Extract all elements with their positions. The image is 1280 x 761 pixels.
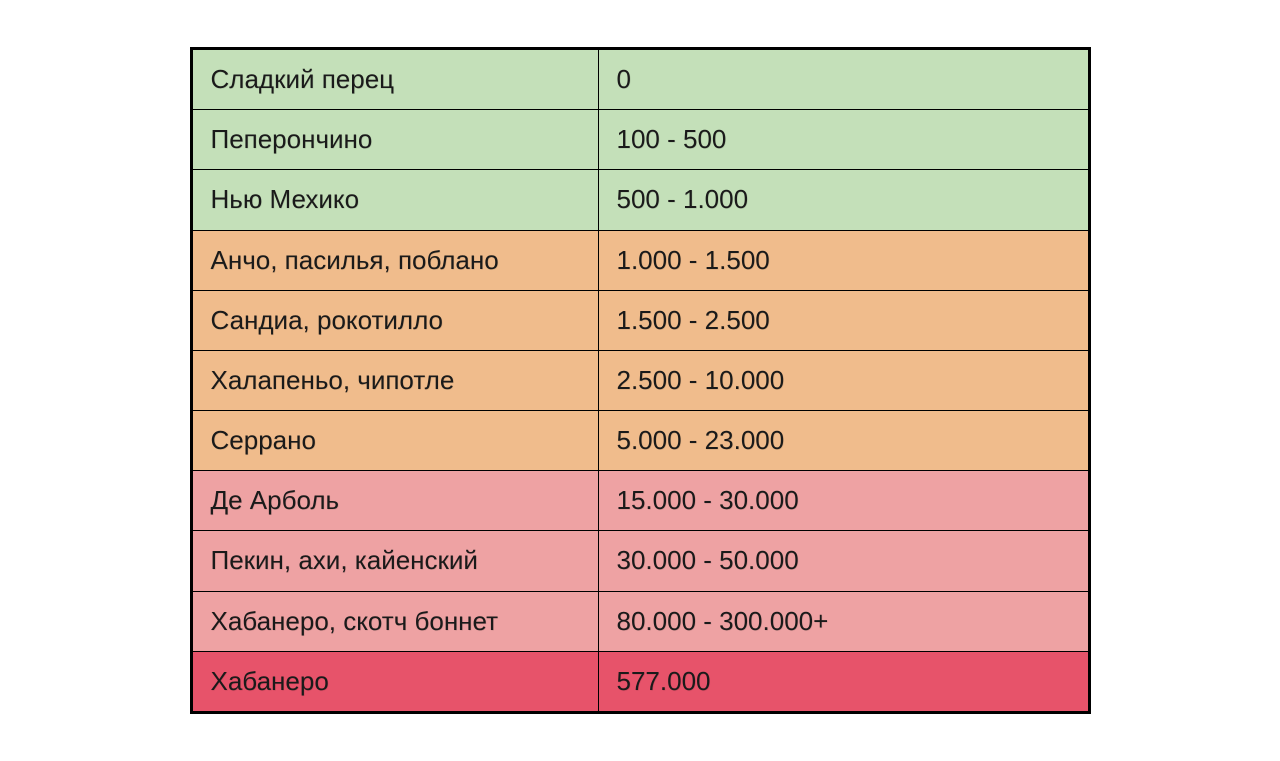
table-row: Серрано5.000 - 23.000 — [192, 411, 1088, 471]
scoville-value-cell: 2.500 - 10.000 — [598, 350, 1088, 410]
table: Сладкий перец0Пеперончино100 - 500Нью Ме… — [192, 49, 1089, 712]
table-row: Нью Мехико500 - 1.000 — [192, 170, 1088, 230]
pepper-name-cell: Хабанеро — [192, 651, 598, 711]
table-row: Хабанеро, скотч боннет80.000 - 300.000+ — [192, 591, 1088, 651]
pepper-name-cell: Пеперончино — [192, 110, 598, 170]
pepper-name-cell: Халапеньо, чипотле — [192, 350, 598, 410]
table-row: Пекин, ахи, кайенский30.000 - 50.000 — [192, 531, 1088, 591]
pepper-name-cell: Нью Мехико — [192, 170, 598, 230]
table-row: Пеперончино100 - 500 — [192, 110, 1088, 170]
scoville-value-cell: 5.000 - 23.000 — [598, 411, 1088, 471]
pepper-name-cell: Хабанеро, скотч боннет — [192, 591, 598, 651]
table-row: Халапеньо, чипотле2.500 - 10.000 — [192, 350, 1088, 410]
table-row: Хабанеро577.000 — [192, 651, 1088, 711]
pepper-name-cell: Пекин, ахи, кайенский — [192, 531, 598, 591]
pepper-name-cell: Сладкий перец — [192, 49, 598, 109]
pepper-name-cell: Де Арболь — [192, 471, 598, 531]
table-row: Де Арболь15.000 - 30.000 — [192, 471, 1088, 531]
pepper-name-cell: Анчо, пасилья, поблано — [192, 230, 598, 290]
pepper-name-cell: Серрано — [192, 411, 598, 471]
scoville-value-cell: 577.000 — [598, 651, 1088, 711]
pepper-scoville-table: Сладкий перец0Пеперончино100 - 500Нью Ме… — [190, 47, 1091, 714]
table-row: Сладкий перец0 — [192, 49, 1088, 109]
pepper-name-cell: Сандиа, рокотилло — [192, 290, 598, 350]
scoville-value-cell: 500 - 1.000 — [598, 170, 1088, 230]
scoville-value-cell: 15.000 - 30.000 — [598, 471, 1088, 531]
scoville-value-cell: 80.000 - 300.000+ — [598, 591, 1088, 651]
scoville-value-cell: 30.000 - 50.000 — [598, 531, 1088, 591]
scoville-value-cell: 1.000 - 1.500 — [598, 230, 1088, 290]
table-row: Сандиа, рокотилло1.500 - 2.500 — [192, 290, 1088, 350]
scoville-value-cell: 1.500 - 2.500 — [598, 290, 1088, 350]
scoville-value-cell: 100 - 500 — [598, 110, 1088, 170]
table-row: Анчо, пасилья, поблано1.000 - 1.500 — [192, 230, 1088, 290]
scoville-value-cell: 0 — [598, 49, 1088, 109]
